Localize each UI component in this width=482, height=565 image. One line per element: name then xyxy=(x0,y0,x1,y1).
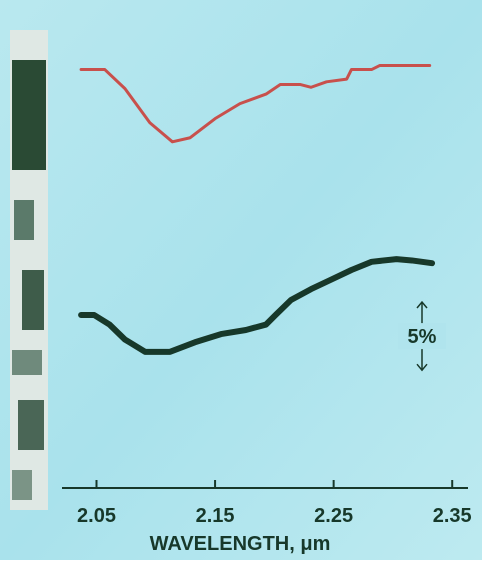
image-strip xyxy=(10,30,48,510)
x-axis-label: WAVELENGTH, μm xyxy=(150,533,331,555)
x-tick-label: 2.15 xyxy=(196,505,235,527)
x-tick-label: 2.35 xyxy=(433,505,472,527)
chart: WAVELENGTH, μm 2.05 2.15 2.25 2.35 5% xyxy=(0,0,482,560)
x-tick-label: 2.25 xyxy=(314,505,353,527)
background xyxy=(0,0,482,560)
x-tick-label: 2.05 xyxy=(77,505,116,527)
scale-label: 5% xyxy=(408,326,437,348)
